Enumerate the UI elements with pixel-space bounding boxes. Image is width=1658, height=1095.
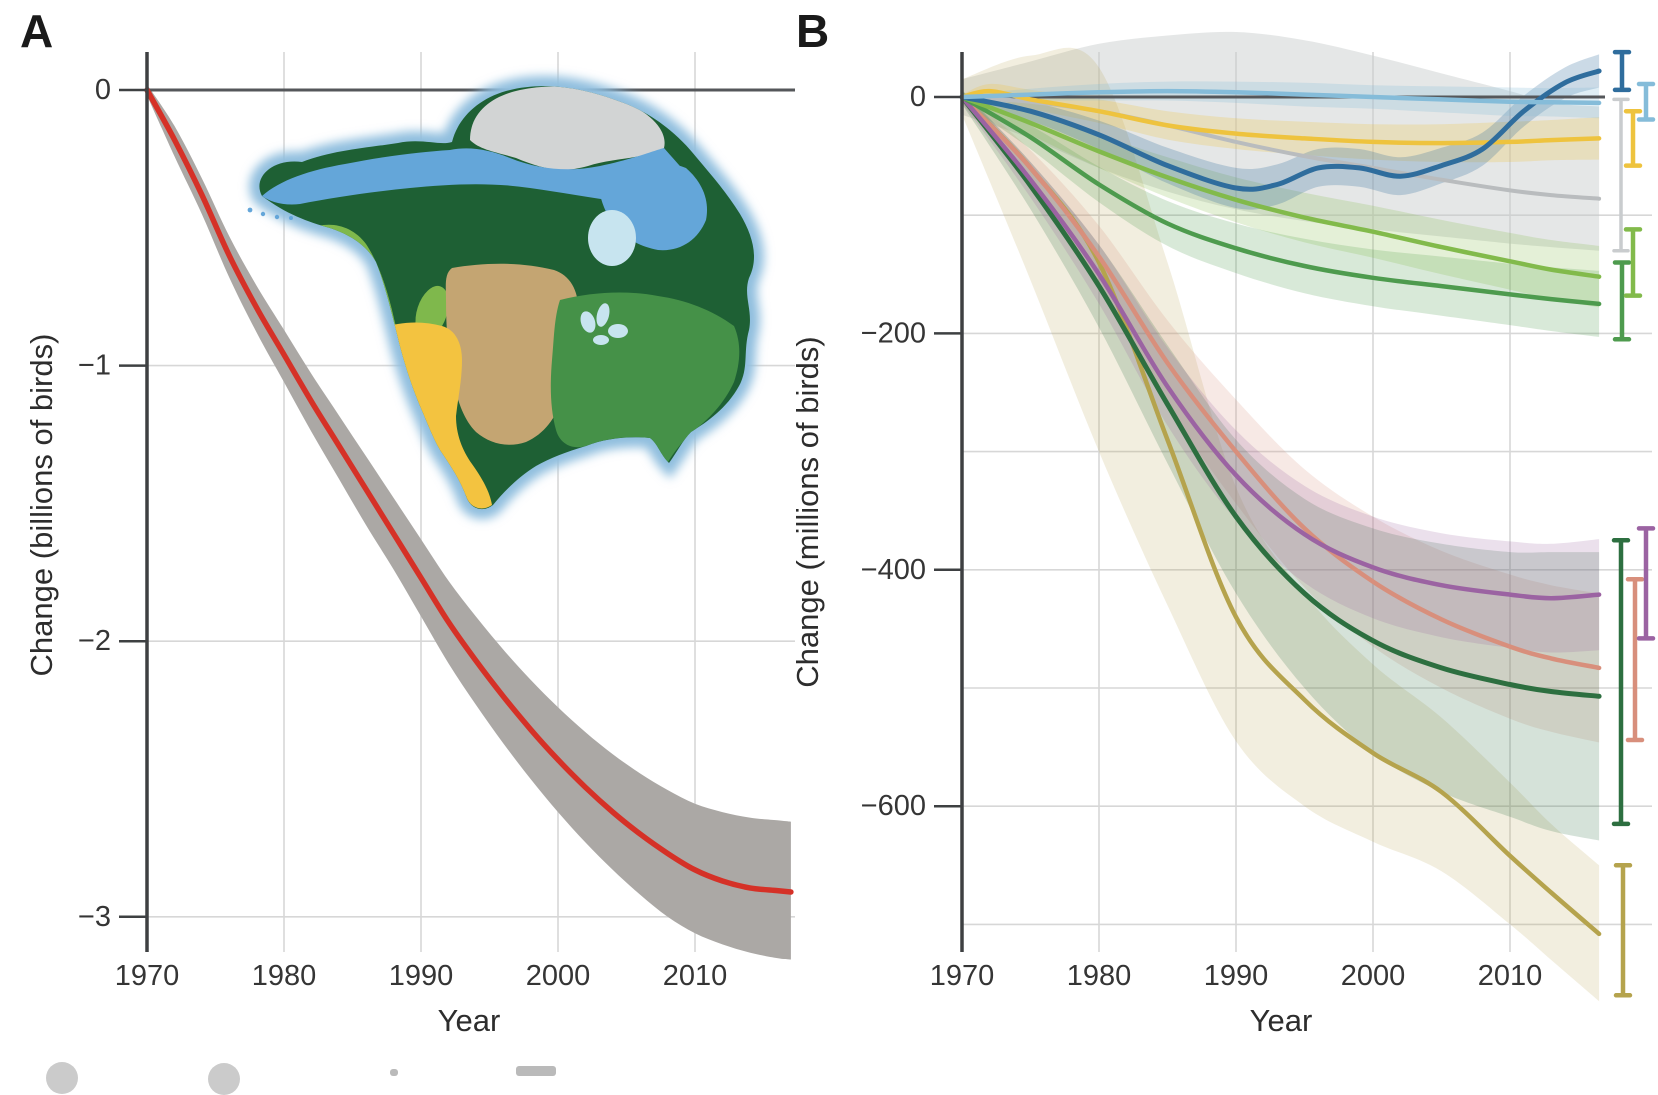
error-bar-olive <box>1613 863 1633 998</box>
series-line-steel-blue <box>959 68 1602 192</box>
series-line-purple <box>959 94 1602 601</box>
y-tick-label-0: 0 <box>910 81 926 113</box>
legend-dot-fragment <box>46 1062 78 1094</box>
error-bar-yellow <box>1623 108 1643 168</box>
panel-b-x-axis-title: Year <box>1249 1003 1313 1038</box>
error-bar-dark-green <box>1611 538 1631 827</box>
error-bar-steel-blue <box>1612 49 1632 93</box>
error-bar-light-green <box>1623 227 1643 298</box>
y-tick-label--400: −400 <box>861 554 926 586</box>
series-line-salmon <box>959 94 1602 671</box>
x-tick-label-2010: 2010 <box>1478 960 1543 992</box>
panel-b-label: B <box>796 5 830 57</box>
y-tick-label--1: −1 <box>78 350 111 382</box>
x-tick-label-1980: 1980 <box>252 960 317 992</box>
legend-text-fragment <box>390 1069 398 1076</box>
series-line-dark-green <box>959 94 1602 699</box>
panel-a-y-axis-title: Change (billions of birds) <box>24 333 59 677</box>
series-line-yellow <box>959 88 1602 146</box>
ci-band-total-change <box>147 84 791 960</box>
great-lake <box>580 311 596 333</box>
great-lake <box>596 303 610 327</box>
great-lake <box>608 324 628 338</box>
series-line-light-green <box>959 94 1602 279</box>
legend-dot-fragment <box>208 1063 240 1095</box>
x-tick-label-2000: 2000 <box>1341 960 1406 992</box>
x-tick-label-1990: 1990 <box>1204 960 1269 992</box>
series-line-medium-green <box>959 94 1602 307</box>
error-bar-light-blue <box>1636 81 1656 122</box>
y-tick-label--600: −600 <box>861 790 926 822</box>
ci-band-salmon <box>962 91 1600 743</box>
ci-band-dark-green <box>962 89 1600 841</box>
panel-b-plot: 0 −200 −400 −600 1970 1980 1990 2000 2010 <box>861 31 1656 1002</box>
panel-a-x-axis-title: Year <box>437 1003 501 1038</box>
region-eastern-forests <box>550 292 740 462</box>
region-grasslands <box>445 263 579 445</box>
error-bar-gray <box>1612 97 1630 253</box>
ci-band-olive <box>962 47 1600 1002</box>
y-tick-label--200: −200 <box>861 317 926 349</box>
error-bar-medium-green <box>1612 260 1632 342</box>
y-tick-label--3: −3 <box>78 901 111 933</box>
ci-band-gray <box>962 31 1600 251</box>
error-bar-purple <box>1636 526 1656 641</box>
x-tick-label-1970: 1970 <box>115 960 180 992</box>
y-tick-label--2: −2 <box>78 625 111 657</box>
x-tick-label-1970: 1970 <box>930 960 995 992</box>
x-tick-label-2000: 2000 <box>526 960 591 992</box>
x-tick-label-1980: 1980 <box>1067 960 1132 992</box>
y-tick-label-0: 0 <box>95 74 111 106</box>
panel-b-y-axis-title: Change (millions of birds) <box>790 336 825 688</box>
great-lake <box>593 335 609 345</box>
x-tick-label-2010: 2010 <box>663 960 728 992</box>
series-line-light-blue <box>959 88 1602 106</box>
ci-band-steel-blue <box>962 54 1600 210</box>
series-line-total-change <box>144 87 794 895</box>
aleutian-islands-dots <box>247 207 293 220</box>
x-tick-label-1990: 1990 <box>389 960 454 992</box>
region-arctic-tundra-band <box>262 148 700 205</box>
ci-band-medium-green <box>962 92 1600 337</box>
panel-a-label: A <box>20 5 54 57</box>
error-bar-salmon <box>1625 577 1645 743</box>
region-arctic-islands <box>470 86 665 170</box>
legend-text-fragment <box>516 1066 556 1076</box>
hudson-bay <box>588 210 636 266</box>
north-america-biome-map <box>247 76 764 520</box>
